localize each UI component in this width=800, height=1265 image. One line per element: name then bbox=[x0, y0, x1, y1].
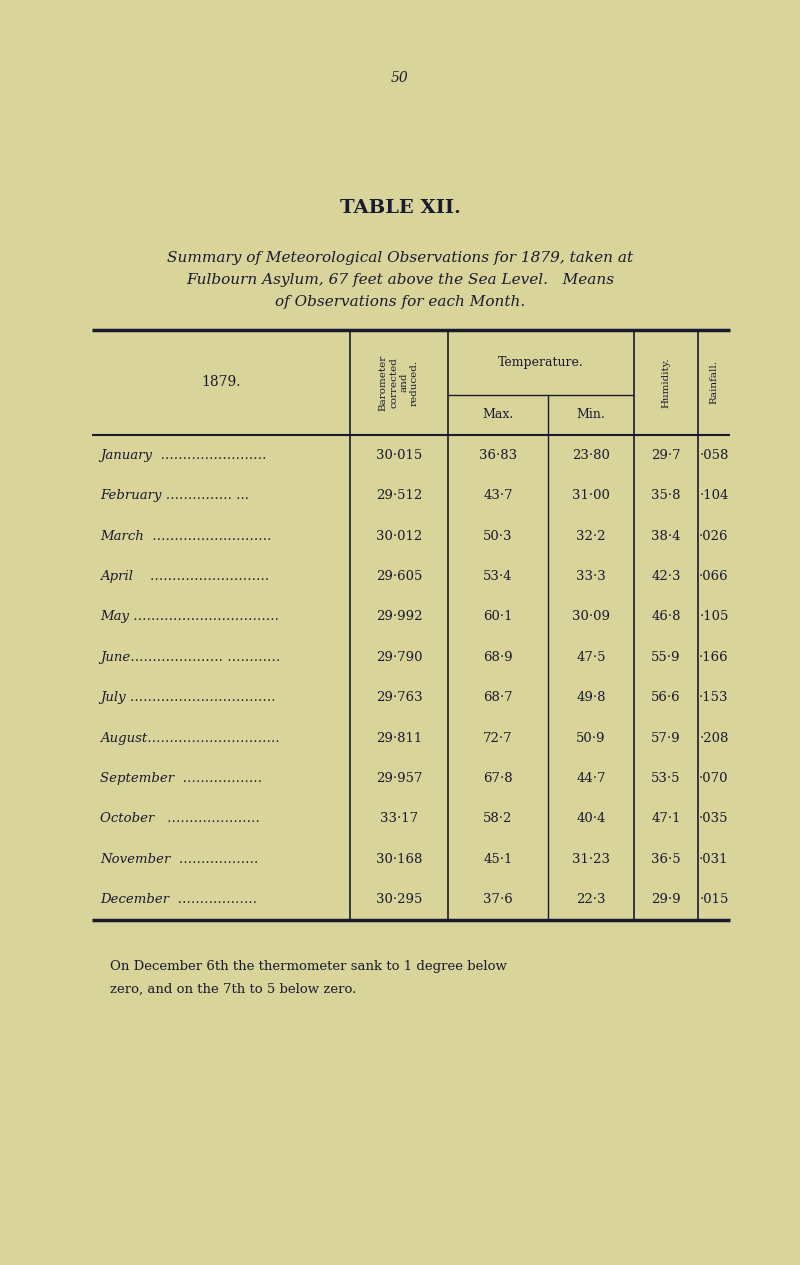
Text: 1879.: 1879. bbox=[202, 376, 241, 390]
Text: 50·9: 50·9 bbox=[576, 731, 606, 745]
Text: 30·168: 30·168 bbox=[376, 853, 422, 865]
Text: 57·9: 57·9 bbox=[651, 731, 681, 745]
Text: ·070: ·070 bbox=[699, 772, 729, 786]
Text: 67·8: 67·8 bbox=[483, 772, 513, 786]
Text: 29·7: 29·7 bbox=[651, 449, 681, 462]
Text: 29·992: 29·992 bbox=[376, 611, 422, 624]
Text: August…………………………: August………………………… bbox=[100, 731, 280, 745]
Text: 35·8: 35·8 bbox=[651, 490, 681, 502]
Text: ·035: ·035 bbox=[699, 812, 729, 826]
Text: October   …………………: October ………………… bbox=[100, 812, 260, 826]
Text: May ……………………………: May …………………………… bbox=[100, 611, 279, 624]
Text: 47·5: 47·5 bbox=[576, 650, 606, 664]
Text: 50: 50 bbox=[391, 71, 409, 85]
Text: 44·7: 44·7 bbox=[576, 772, 606, 786]
Text: 30·015: 30·015 bbox=[376, 449, 422, 462]
Text: Temperature.: Temperature. bbox=[498, 355, 584, 369]
Text: Humidity.: Humidity. bbox=[662, 357, 670, 407]
Text: 50·3: 50·3 bbox=[483, 530, 513, 543]
Text: Fulbourn Asylum, 67 feet above the Sea Level.   Means: Fulbourn Asylum, 67 feet above the Sea L… bbox=[186, 273, 614, 287]
Text: 31·23: 31·23 bbox=[572, 853, 610, 865]
Text: Barometer
corrected
and
reduced.: Barometer corrected and reduced. bbox=[379, 354, 419, 411]
Text: 46·8: 46·8 bbox=[651, 611, 681, 624]
Text: 72·7: 72·7 bbox=[483, 731, 513, 745]
Text: ·015: ·015 bbox=[699, 893, 729, 906]
Text: March  ………………………: March ……………………… bbox=[100, 530, 271, 543]
Text: ·026: ·026 bbox=[699, 530, 729, 543]
Text: January  ……………………: January …………………… bbox=[100, 449, 266, 462]
Text: 68·7: 68·7 bbox=[483, 691, 513, 705]
Text: 53·4: 53·4 bbox=[483, 571, 513, 583]
Text: 40·4: 40·4 bbox=[576, 812, 606, 826]
Text: 29·9: 29·9 bbox=[651, 893, 681, 906]
Text: 29·790: 29·790 bbox=[376, 650, 422, 664]
Text: 29·605: 29·605 bbox=[376, 571, 422, 583]
Text: 68·9: 68·9 bbox=[483, 650, 513, 664]
Text: 33·3: 33·3 bbox=[576, 571, 606, 583]
Text: 53·5: 53·5 bbox=[651, 772, 681, 786]
Text: 22·3: 22·3 bbox=[576, 893, 606, 906]
Text: June………………… …………: June………………… ………… bbox=[100, 650, 280, 664]
Text: September  ………………: September ……………… bbox=[100, 772, 262, 786]
Text: 56·6: 56·6 bbox=[651, 691, 681, 705]
Text: 45·1: 45·1 bbox=[483, 853, 513, 865]
Text: ·058: ·058 bbox=[699, 449, 729, 462]
Text: 33·17: 33·17 bbox=[380, 812, 418, 826]
Text: 58·2: 58·2 bbox=[483, 812, 513, 826]
Text: 30·295: 30·295 bbox=[376, 893, 422, 906]
Text: 31·00: 31·00 bbox=[572, 490, 610, 502]
Text: 60·1: 60·1 bbox=[483, 611, 513, 624]
Text: zero, and on the 7th to 5 below zero.: zero, and on the 7th to 5 below zero. bbox=[110, 983, 356, 996]
Text: 37·6: 37·6 bbox=[483, 893, 513, 906]
Text: 29·811: 29·811 bbox=[376, 731, 422, 745]
Text: 30·09: 30·09 bbox=[572, 611, 610, 624]
Text: On December 6th the thermometer sank to 1 degree below: On December 6th the thermometer sank to … bbox=[110, 960, 507, 973]
Text: 36·83: 36·83 bbox=[479, 449, 517, 462]
Text: Summary of Meteorological Observations for 1879, taken at: Summary of Meteorological Observations f… bbox=[167, 250, 633, 264]
Text: 29·512: 29·512 bbox=[376, 490, 422, 502]
Text: ·031: ·031 bbox=[699, 853, 729, 865]
Text: 32·2: 32·2 bbox=[576, 530, 606, 543]
Text: December  ………………: December ……………… bbox=[100, 893, 257, 906]
Text: 29·957: 29·957 bbox=[376, 772, 422, 786]
Text: Min.: Min. bbox=[577, 409, 606, 421]
Text: 36·5: 36·5 bbox=[651, 853, 681, 865]
Text: February …………… ...: February …………… ... bbox=[100, 490, 249, 502]
Text: ·105: ·105 bbox=[699, 611, 729, 624]
Text: ·208: ·208 bbox=[699, 731, 729, 745]
Text: 29·763: 29·763 bbox=[376, 691, 422, 705]
Text: Rainfall.: Rainfall. bbox=[710, 361, 718, 405]
Text: July ……………………………: July …………………………… bbox=[100, 691, 276, 705]
Text: 47·1: 47·1 bbox=[651, 812, 681, 826]
Text: 42·3: 42·3 bbox=[651, 571, 681, 583]
Text: 30·012: 30·012 bbox=[376, 530, 422, 543]
Text: ·153: ·153 bbox=[699, 691, 729, 705]
Text: Max.: Max. bbox=[482, 409, 514, 421]
Text: TABLE XII.: TABLE XII. bbox=[339, 199, 461, 218]
Text: 23·80: 23·80 bbox=[572, 449, 610, 462]
Text: ·104: ·104 bbox=[699, 490, 729, 502]
Text: of Observations for each Month.: of Observations for each Month. bbox=[275, 295, 525, 309]
Text: 49·8: 49·8 bbox=[576, 691, 606, 705]
Text: November  ………………: November ……………… bbox=[100, 853, 258, 865]
Text: 38·4: 38·4 bbox=[651, 530, 681, 543]
Text: 55·9: 55·9 bbox=[651, 650, 681, 664]
Text: ·066: ·066 bbox=[699, 571, 729, 583]
Text: ·166: ·166 bbox=[699, 650, 729, 664]
Text: April    ………………………: April ……………………… bbox=[100, 571, 270, 583]
Text: 43·7: 43·7 bbox=[483, 490, 513, 502]
